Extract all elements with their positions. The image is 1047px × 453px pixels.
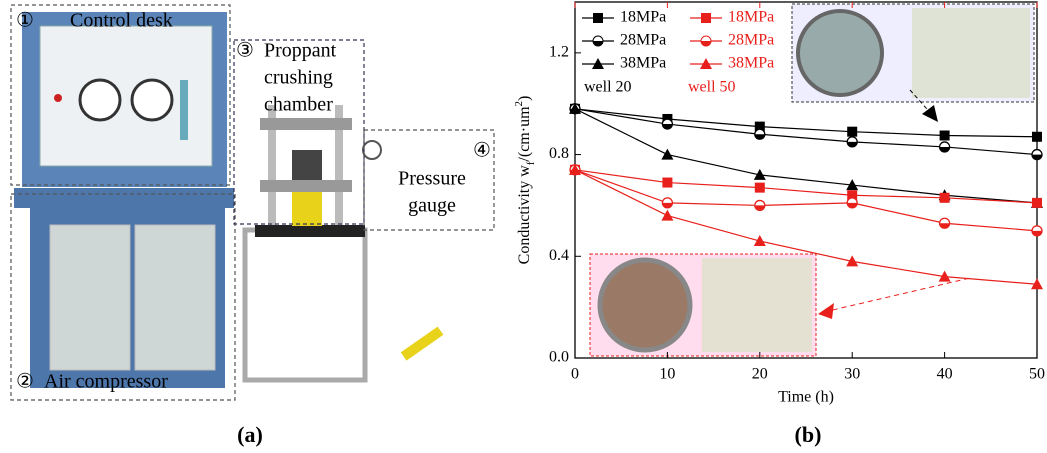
- panel-label: (b): [795, 422, 822, 447]
- callout-text: Pressure: [398, 168, 466, 190]
- panel-label: (a): [237, 422, 263, 447]
- table-top: [255, 225, 365, 237]
- legend-label: 18MPa: [728, 9, 774, 26]
- x-tick-label: 30: [844, 366, 860, 383]
- series-line: [575, 109, 1037, 155]
- callout-text: Control desk: [70, 10, 173, 32]
- x-tick-label: 0: [571, 366, 579, 383]
- legend-marker: [701, 13, 711, 23]
- callout-number: ④: [473, 140, 491, 162]
- marker: [1032, 198, 1042, 208]
- inset-photo: [912, 8, 1030, 98]
- legend-label: 18MPa: [620, 9, 666, 26]
- x-tick-label: 10: [659, 366, 675, 383]
- x-tick-label: 20: [752, 366, 768, 383]
- marker: [661, 210, 673, 221]
- x-tick-label: 40: [937, 366, 953, 383]
- y-axis-label-part: ): [516, 96, 533, 101]
- inset-photo: [798, 11, 882, 95]
- y-axis-label-part: /(cm·um: [516, 106, 533, 162]
- y-tick-label: 0.8: [549, 145, 569, 162]
- glass-door: [135, 225, 215, 370]
- arrow-head: [922, 105, 938, 122]
- legend-marker-half: [593, 41, 603, 46]
- marker: [940, 131, 950, 141]
- figure: ① Control desk ② Air compressor ③ Proppant cru…: [0, 0, 1047, 453]
- marker: [754, 235, 766, 246]
- callout-text: chamber: [264, 94, 333, 116]
- dial: [132, 80, 172, 120]
- plate: [260, 180, 352, 192]
- frame: [245, 230, 365, 380]
- y-tick-label: 1.2: [549, 44, 569, 61]
- inset-photo: [600, 260, 690, 350]
- pointer-arrow: [824, 278, 970, 312]
- arrow-head: [818, 303, 834, 319]
- marker: [662, 178, 672, 188]
- y-axis-label: Conductivity wf/(cm·um2): [513, 96, 537, 265]
- gauge: [363, 141, 381, 159]
- callout-text: Proppant: [264, 40, 337, 62]
- button: [54, 94, 62, 102]
- legend-marker: [593, 13, 603, 23]
- series-line: [575, 109, 1037, 203]
- press: [292, 150, 322, 180]
- callout-number: ③: [236, 40, 254, 62]
- legend-note: well 50: [688, 79, 736, 96]
- legend-note: well 20: [584, 79, 632, 96]
- y-axis-label-part: Conductivity w: [516, 165, 533, 265]
- marker: [847, 127, 857, 137]
- hand-pump: [401, 327, 444, 361]
- y-tick-label: 0.0: [549, 349, 569, 366]
- marker: [940, 193, 950, 203]
- series-line: [575, 170, 1037, 203]
- callout-text: gauge: [408, 195, 456, 217]
- x-axis-label: Time (h): [778, 389, 834, 406]
- marker: [755, 183, 765, 193]
- dial: [80, 80, 120, 120]
- flowmeter: [180, 80, 188, 140]
- callout-text: Air compressor: [44, 371, 168, 393]
- inset-photo: [702, 258, 812, 352]
- desk-top: [14, 188, 234, 208]
- legend-label: 28MPa: [620, 32, 666, 49]
- marker: [1032, 132, 1042, 142]
- callout-number: ①: [16, 10, 34, 32]
- legend-label: 28MPa: [728, 32, 774, 49]
- plate: [260, 118, 352, 130]
- marker: [661, 149, 673, 160]
- glass-door: [50, 225, 130, 370]
- callout-text: crushing: [264, 67, 333, 89]
- x-tick-label: 50: [1029, 366, 1045, 383]
- legend-marker-half: [701, 41, 711, 46]
- legend-label: 38MPa: [728, 55, 774, 72]
- legend-label: 38MPa: [620, 55, 666, 72]
- y-tick-label: 0.4: [549, 247, 569, 264]
- series-line: [575, 109, 1037, 137]
- cylinder: [292, 192, 322, 226]
- callout-number: ②: [16, 371, 34, 393]
